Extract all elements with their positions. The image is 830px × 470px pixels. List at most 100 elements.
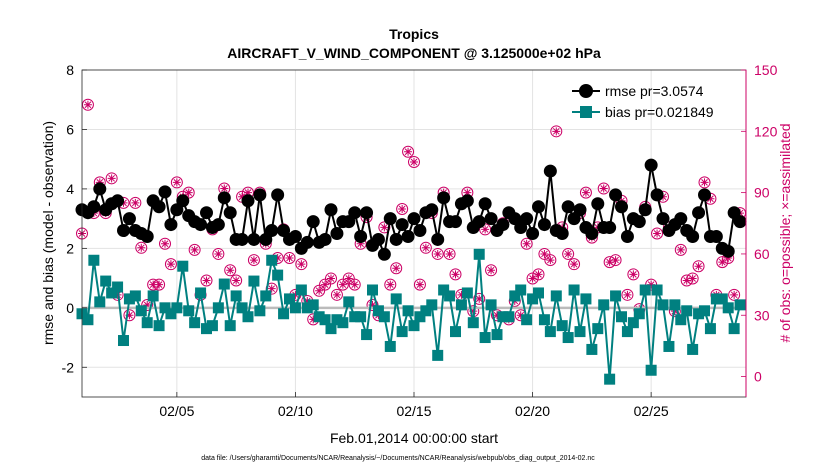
bias-marker xyxy=(278,308,290,320)
bias-marker xyxy=(212,302,224,314)
bias-marker xyxy=(159,302,171,314)
obs-assimilated-marker xyxy=(220,184,229,193)
obs-assimilated-marker xyxy=(238,192,247,201)
rmse-marker xyxy=(371,232,385,246)
obs-possible-marker xyxy=(390,262,403,275)
rmse-marker xyxy=(692,206,706,220)
obs-possible-marker xyxy=(295,258,308,271)
obs-assimilated-marker xyxy=(131,198,140,207)
bias-marker xyxy=(538,314,550,326)
bias-marker xyxy=(384,340,396,352)
bias-marker xyxy=(106,287,118,299)
obs-assimilated-marker xyxy=(166,260,175,269)
bias-marker xyxy=(349,311,361,323)
rmse-marker xyxy=(520,212,534,226)
bias-marker xyxy=(479,332,491,344)
rmse-marker xyxy=(253,188,267,202)
obs-possible-marker xyxy=(105,172,118,185)
rmse-marker xyxy=(709,229,723,243)
bias-marker xyxy=(248,275,260,287)
obs-possible-marker xyxy=(716,256,729,269)
obs-assimilated-marker xyxy=(386,280,395,289)
obs-assimilated-marker xyxy=(344,274,353,283)
x-tick-label: 02/20 xyxy=(515,403,550,419)
bias-marker xyxy=(165,308,177,320)
obs-assimilated-marker xyxy=(688,274,697,283)
rmse-marker xyxy=(176,194,190,208)
rmse-marker xyxy=(200,206,213,220)
obs-possible-marker xyxy=(325,272,337,285)
bias-marker xyxy=(598,299,610,311)
bias-marker xyxy=(313,311,325,323)
obs-possible-marker xyxy=(224,264,237,277)
chart-subtitle: AIRCRAFT_V_WIND_COMPONENT @ 3.125000e+02… xyxy=(227,45,601,61)
obs-assimilated-marker xyxy=(83,100,92,109)
bias-marker xyxy=(467,317,479,329)
bias-marker xyxy=(141,317,153,329)
obs-assimilated-marker xyxy=(95,178,104,187)
obs-assimilated-marker xyxy=(155,280,164,289)
rmse-marker xyxy=(484,212,498,226)
obs-assimilated-marker xyxy=(338,280,347,289)
bias-marker xyxy=(450,326,461,338)
rmse-marker xyxy=(194,218,208,232)
obs-assimilated-marker xyxy=(107,174,116,183)
obs-assimilated-marker xyxy=(540,249,549,258)
rmse-marker xyxy=(478,197,492,211)
obs-possible-marker xyxy=(188,243,201,256)
y2-tick-label: 120 xyxy=(754,123,778,139)
rmse-marker xyxy=(698,188,711,202)
obs-assimilated-marker xyxy=(332,290,341,299)
obs-assimilated-marker xyxy=(273,254,282,263)
obs-assimilated-marker xyxy=(605,258,614,267)
obs-possible-marker xyxy=(283,252,296,265)
bias-marker xyxy=(722,302,734,314)
rmse-marker xyxy=(288,229,302,243)
bias-marker xyxy=(88,254,100,266)
bias-marker xyxy=(112,281,124,293)
obs-assimilated-marker xyxy=(232,276,241,285)
x-axis-label: Feb.01,2014 00:00:00 start xyxy=(330,430,498,446)
bias-marker xyxy=(94,296,106,308)
obs-assimilated-marker xyxy=(481,225,490,234)
bias-marker xyxy=(361,329,373,341)
bias-marker xyxy=(337,317,349,329)
obs-assimilated-marker xyxy=(321,280,330,289)
obs-possible-marker xyxy=(153,278,166,291)
bias-marker xyxy=(533,287,544,299)
obs-assimilated-marker xyxy=(415,280,424,289)
y-tick-label: -2 xyxy=(62,359,75,375)
rmse-marker xyxy=(389,232,403,246)
obs-assimilated-marker xyxy=(611,256,620,265)
bias-marker xyxy=(663,340,675,352)
bias-marker xyxy=(639,284,651,296)
obs-assimilated-marker xyxy=(433,249,442,258)
obs-assimilated-marker xyxy=(564,249,573,258)
obs-assimilated-marker xyxy=(493,311,501,320)
obs-possible-marker xyxy=(200,274,213,287)
bias-marker xyxy=(307,299,319,311)
rmse-marker xyxy=(638,203,652,217)
rmse-marker xyxy=(526,227,540,240)
obs-assimilated-marker xyxy=(226,266,235,275)
rmse-marker xyxy=(241,194,255,208)
obs-possible-marker xyxy=(247,254,260,267)
obs-assimilated-marker xyxy=(297,260,306,269)
obs-possible-marker xyxy=(170,176,183,189)
rmse-marker xyxy=(609,188,623,202)
obs-assimilated-marker xyxy=(410,157,418,166)
y2-tick-label: 150 xyxy=(754,62,778,78)
bias-marker xyxy=(568,284,580,296)
obs-assimilated-marker xyxy=(522,239,531,248)
obs-assimilated-marker xyxy=(581,188,590,197)
bias-marker xyxy=(224,320,236,332)
bias-marker xyxy=(153,320,165,332)
bias-marker xyxy=(438,284,450,296)
bias-marker xyxy=(444,290,456,302)
rmse-marker xyxy=(318,232,332,246)
bias-marker xyxy=(390,293,402,305)
bias-marker xyxy=(716,293,728,305)
bias-marker xyxy=(604,373,616,385)
legend-rmse-label: rmse pr=3.0574 xyxy=(605,83,704,99)
